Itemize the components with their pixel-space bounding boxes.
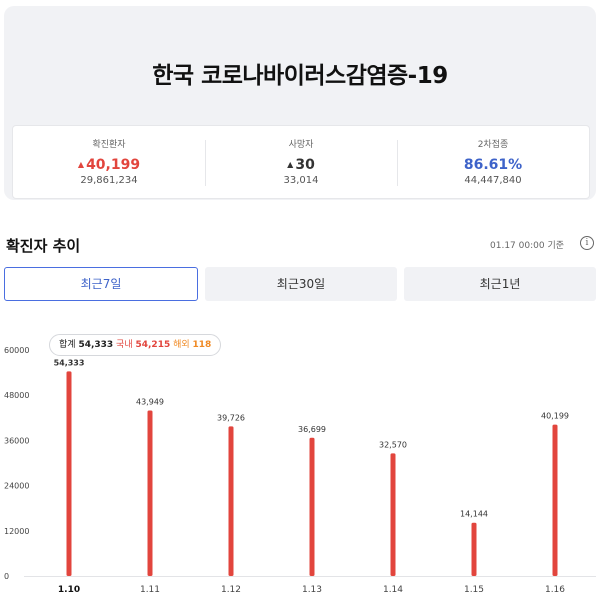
y-tick-label: 12000 [4,527,29,536]
x-tick-label: 1.11 [140,585,160,595]
tooltip-domestic-value: 54,215 [135,340,171,350]
bar [66,371,72,576]
stats-box: 확진환자 ▲ 40,199 29,861,234 사망자 ▲ 30 33,014 2… [12,125,590,199]
stat-label: 2차접종 [477,140,509,150]
bar-value-label: 43,949 [136,397,164,406]
bar-value-label: 36,699 [298,425,326,434]
bar-value-label: 40,199 [541,412,569,421]
stat-confirmed: 확진환자 ▲ 40,199 29,861,234 [13,126,205,198]
tab-30days[interactable]: 최근30일 [205,267,397,301]
bar [228,426,234,576]
tab-1year[interactable]: 최근1년 [404,267,596,301]
tooltip-total-value: 54,333 [78,340,114,350]
stat-total: 29,861,234 [80,175,138,186]
tooltip-total-label: 합계 [59,340,76,350]
bar [390,453,396,576]
tooltip-domestic-label: 국내 [116,340,133,350]
bar-chart: 0 12000 24000 36000 48000 60000 54,333 1.10 43,9… [4,346,596,595]
chart-tooltip: 합계 54,333 국내 54,215 해외 118 [49,334,222,356]
y-tick-label: 36000 [4,436,29,445]
y-tick-label: 24000 [4,482,29,491]
bar-value-label: 14,144 [460,510,488,519]
stat-label: 사망자 [288,140,314,150]
x-tick-label: 1.15 [464,585,484,595]
x-tick-label: 1.14 [383,585,403,595]
tab-7days[interactable]: 최근7일 [4,267,198,301]
bar [147,410,153,576]
confirmed-trend-chart: 0 12000 24000 36000 48000 60000 54,333 1.10 43,9… [0,330,600,605]
bar-value-label: 32,570 [379,440,407,449]
bar-value-label: 39,726 [217,413,245,422]
stat-value: 86.61% [397,157,589,173]
x-tick-label: 1.13 [302,585,322,595]
up-arrow-icon: ▲ [77,160,85,169]
info-icon[interactable]: i [580,236,594,250]
x-tick-label: 1.12 [221,585,241,595]
stat-increase: 30 [295,157,315,173]
stat-increase: 40,199 [86,157,141,173]
stat-rate: 86.61% [463,157,523,173]
bar [471,522,477,576]
stat-deaths: 사망자 ▲ 30 33,014 [205,126,397,198]
bar [309,437,315,576]
bar-value-label: 54,333 [54,358,85,367]
stat-vaccination: 2차접종 86.61% 44,447,840 [397,126,589,198]
stat-total: 44,447,840 [464,175,522,186]
x-tick-label: 1.10 [58,585,80,595]
up-arrow-icon: ▲ [287,160,294,169]
stat-label: 확진환자 [92,140,126,150]
tooltip-overseas-value: 118 [192,340,212,350]
period-tabs: 최근7일 최근30일 최근1년 [4,267,596,301]
bar [552,424,558,576]
stat-value: ▲ 40,199 [13,157,205,173]
stat-value: ▲ 30 [205,157,397,173]
stat-total: 33,014 [283,175,319,186]
page-title: 한국 코로나바이러스감염증-19 [152,63,448,89]
x-tick-label: 1.16 [545,585,565,595]
tooltip-overseas-label: 해외 [173,340,190,350]
y-tick-label: 0 [4,572,9,581]
summary-card: 한국 코로나바이러스감염증-19 확진환자 ▲ 40,199 29,861,234… [4,6,596,200]
y-tick-label: 60000 [4,346,29,355]
base-time: 01.17 00:00 기준 [490,241,564,251]
section-title: 확진자 추이 [6,237,81,255]
y-tick-label: 48000 [4,391,29,400]
